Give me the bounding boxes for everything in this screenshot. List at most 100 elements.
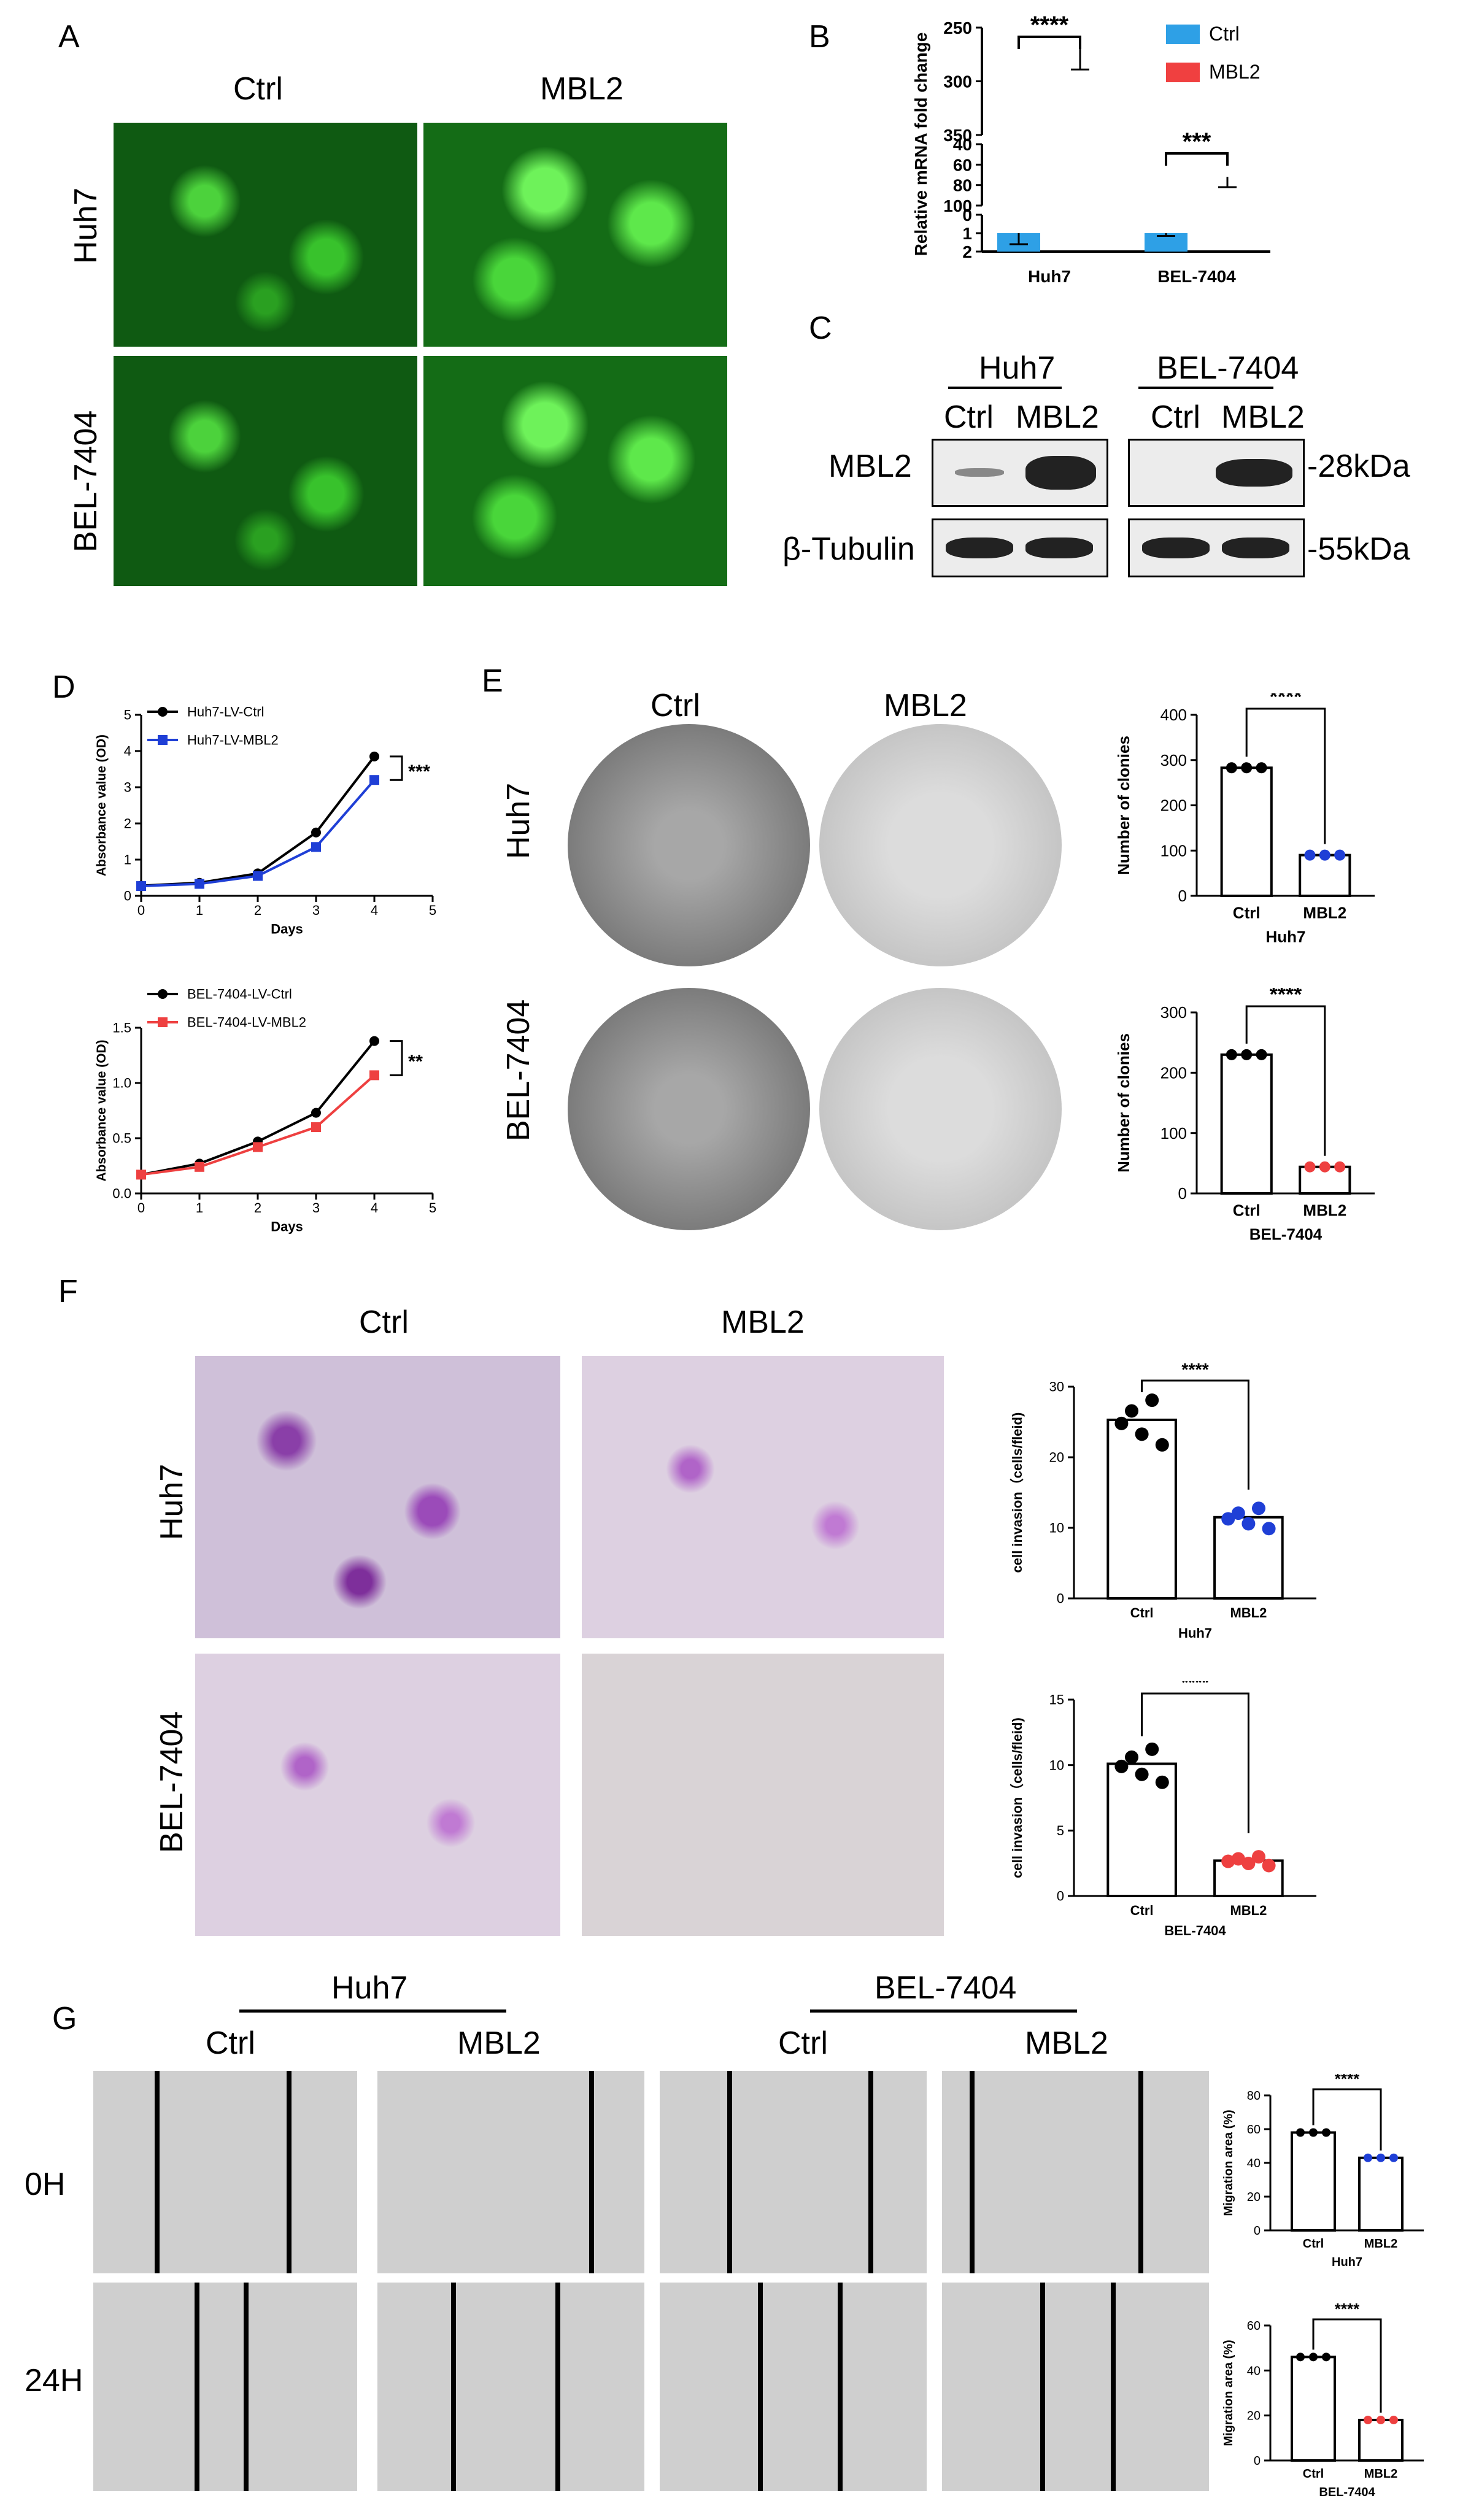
e-col-ctrl: Ctrl (651, 688, 700, 723)
data-point (1231, 1852, 1245, 1866)
x-axis-label: BEL-7404 (1164, 1923, 1226, 1938)
x-tick-label: 1 (196, 1200, 203, 1216)
bar-mbl2 (1358, 2419, 1404, 2462)
y-tick-label: 40 (1247, 2364, 1261, 2378)
c-lane-2: MBL2 (1016, 399, 1099, 435)
significance-bracket (1165, 152, 1229, 166)
data-point (1135, 1427, 1149, 1441)
y-tick-label: 0 (962, 206, 972, 225)
x-tick-label: 0 (137, 1200, 145, 1216)
colony-dish-huh7-ctrl (568, 724, 810, 966)
fluorescence-image-bel7404-ctrl (114, 356, 417, 586)
significance-bracket (1312, 2088, 1382, 2151)
data-point (136, 1169, 146, 1180)
y-tick-label: 0 (1254, 2454, 1261, 2468)
y-tick-label: 0.0 (112, 1186, 131, 1201)
data-point (1155, 1438, 1169, 1452)
x-tick-label: MBL2 (1364, 2467, 1397, 2481)
y-tick-label: 15 (1049, 1692, 1064, 1708)
x-tick-label: 0 (137, 903, 145, 918)
x-tick-label: 3 (312, 1200, 320, 1216)
g-col-4: MBL2 (1025, 2025, 1108, 2061)
chart-e1-clonies-huh7: 0 100 200 300 400 Ctrl MBL2 Huh7 Number of cloni… (1114, 693, 1375, 946)
significance-stars: *** (408, 760, 430, 782)
y-tick-label: 300 (1160, 751, 1187, 769)
significance-stars: **** (1270, 988, 1302, 1006)
x-axis-label: Days (271, 922, 303, 937)
colony-dish-bel7404-mbl2 (819, 988, 1062, 1230)
y-axis-label: Absorbance value (OD) (95, 1039, 109, 1181)
y-axis-label: Relative mRNA fold change (911, 33, 930, 256)
panel-letter-b: B (809, 19, 830, 55)
data-point (1389, 2153, 1398, 2162)
y-axis-label: Migration area (%) (1222, 2340, 1235, 2446)
g-group-huh7: Huh7 (331, 1970, 408, 2006)
y-tick-label: 10 (1049, 1757, 1064, 1773)
f-row-bel7404: BEL-7404 (154, 1711, 190, 1853)
legend-label: Ctrl (1209, 23, 1240, 45)
invasion-image-bel7404-ctrl (195, 1654, 560, 1936)
g-col-2: MBL2 (457, 2025, 541, 2061)
y-tick-label: 4 (124, 744, 131, 759)
significance-stars: **** (1335, 2300, 1360, 2318)
data-point (1221, 1854, 1235, 1868)
x-tick-label: MBL2 (1303, 1201, 1346, 1219)
data-point (1256, 762, 1267, 774)
data-point (1242, 1517, 1256, 1531)
f-row-huh7: Huh7 (154, 1463, 190, 1540)
chart-f2-invasion-bel7404: 0 5 10 15 Ctrl MBL2 BEL-7404 cell invasion（cell… (1010, 1681, 1316, 1938)
data-point (1226, 762, 1237, 774)
data-point (195, 1162, 204, 1172)
significance-stars: **** (1270, 693, 1302, 709)
wound-image-bel7404-ctrl-0h (660, 2071, 927, 2273)
x-axis-label: Days (271, 1219, 303, 1235)
significance-bracket (1245, 707, 1326, 844)
wound-image-bel7404-mbl2-24h (942, 2283, 1209, 2491)
legend-label: BEL-7404-LV-MBL2 (187, 1015, 306, 1030)
data-point (1251, 1850, 1265, 1864)
data-point (253, 1142, 263, 1152)
legend-label: BEL-7404-LV-Ctrl (187, 987, 292, 1002)
x-axis-label: BEL-7404 (1249, 1225, 1323, 1243)
y-tick-label: 20 (1247, 2410, 1261, 2423)
data-point (369, 775, 379, 785)
wound-image-huh7-mbl2-0h (377, 2071, 644, 2273)
wound-image-huh7-ctrl-24h (93, 2283, 357, 2491)
e-col-mbl2: MBL2 (884, 688, 967, 723)
legend-label: MBL2 (1209, 61, 1261, 83)
y-tick-label: 0 (1057, 1591, 1064, 1606)
y-tick-label: 0 (124, 888, 131, 904)
chart-g2-migration-bel7404: 0 20 40 60 Ctrl MBL2 BEL-7404 Migration area (%… (1222, 2300, 1424, 2499)
legend-marker (158, 1017, 168, 1027)
c-lane-1: Ctrl (944, 399, 994, 435)
data-point (1309, 2352, 1318, 2362)
y-tick-label: 400 (1160, 706, 1187, 724)
legend-swatch (1166, 63, 1200, 82)
c-lane-4: MBL2 (1221, 399, 1305, 435)
x-tick-label: Ctrl (1303, 2467, 1324, 2481)
data-point (1125, 1750, 1139, 1764)
y-axis-label: cell invasion（cells/fleid) (1010, 1717, 1025, 1878)
y-tick-label: 1.5 (112, 1020, 131, 1036)
wound-image-bel7404-ctrl-24h (660, 2283, 927, 2491)
y-tick-label: 100 (943, 196, 972, 215)
bar-ctrl (1220, 766, 1273, 897)
data-point (1334, 1161, 1346, 1173)
data-point (195, 879, 204, 889)
chart-d2-bel7404-growth: 0.0 0.5 1.0 1.5 0 1 2 3 4 5 Days Absorbance value (… (95, 987, 436, 1235)
a-col-ctrl: Ctrl (233, 71, 283, 107)
data-point (1155, 1775, 1169, 1789)
significance-bracket (390, 1040, 403, 1076)
panel-letter-g: G (52, 2001, 77, 2036)
y-tick-label: 1.0 (112, 1076, 131, 1091)
f-col-mbl2: MBL2 (721, 1304, 805, 1340)
data-point (1242, 1857, 1256, 1871)
data-point (1256, 1049, 1267, 1060)
data-point (1377, 2153, 1385, 2162)
bar-ctrl (1291, 2356, 1336, 2462)
x-axis-label: Huh7 (1332, 2256, 1362, 2269)
panel-letter-c: C (809, 310, 832, 346)
y-axis-label: Number of clonies (1114, 1033, 1133, 1173)
x-tick-label: Ctrl (1233, 903, 1261, 922)
